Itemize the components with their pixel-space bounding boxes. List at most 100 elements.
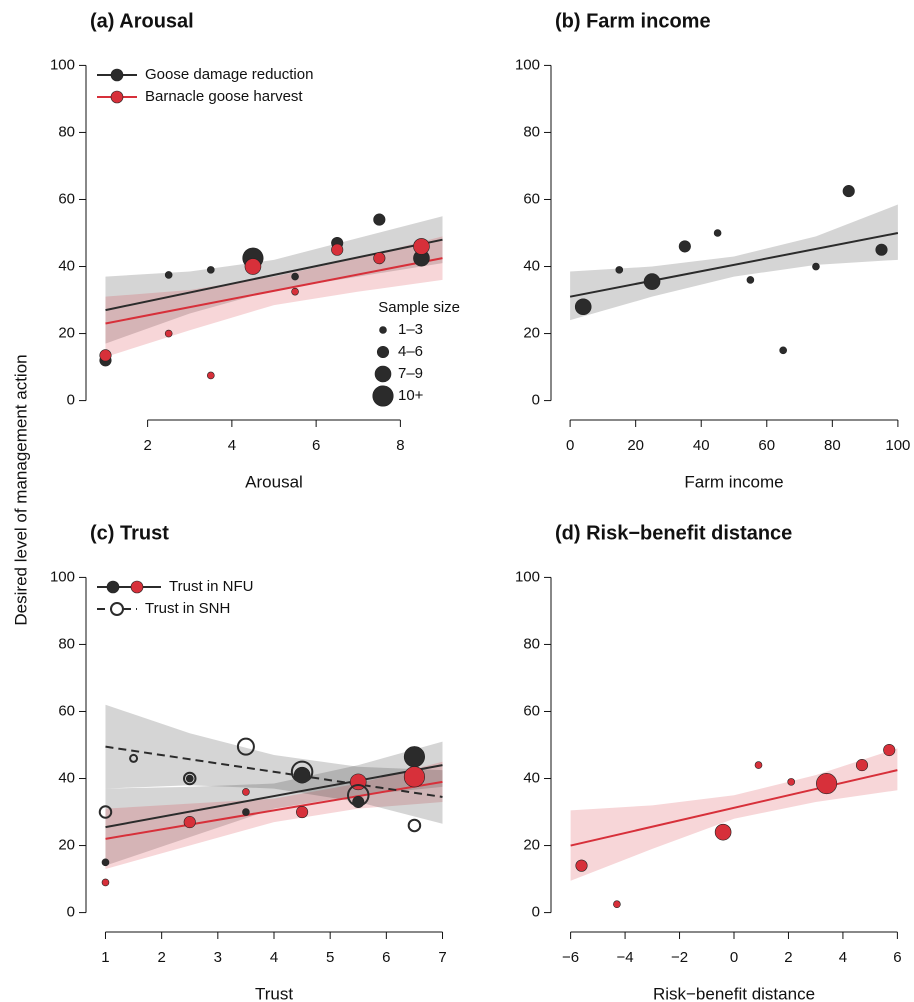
x-tick-label: −2 <box>671 949 688 966</box>
data-point <box>714 823 732 841</box>
data-point <box>413 238 430 255</box>
x-tick-label: 4 <box>839 949 847 966</box>
data-point <box>164 329 173 338</box>
x-axis-label: Arousal <box>245 472 303 491</box>
x-tick-label: 2 <box>157 949 165 966</box>
legend-label: Trust in NFU <box>169 578 253 595</box>
data-point <box>615 266 624 274</box>
data-point <box>290 760 314 784</box>
y-tick-label: 80 <box>523 123 540 140</box>
confidence-band <box>105 216 443 344</box>
data-point <box>347 784 370 807</box>
y-tick-label: 60 <box>523 190 540 207</box>
y-tick-label: 0 <box>532 904 540 921</box>
x-axis-label: Trust <box>255 984 293 1002</box>
x-tick-label: 2 <box>784 949 792 966</box>
panel-title: (b) Farm income <box>555 10 711 32</box>
x-tick-label: 40 <box>693 437 710 454</box>
data-point <box>236 737 255 756</box>
size-legend-label: 1–3 <box>398 321 423 338</box>
x-tick-label: 5 <box>326 949 334 966</box>
size-legend-label: 7–9 <box>398 365 423 382</box>
data-point <box>403 746 425 768</box>
y-tick-label: 20 <box>523 837 540 854</box>
y-tick-label: 40 <box>523 769 540 786</box>
x-tick-label: 6 <box>382 949 390 966</box>
y-tick-label: 80 <box>523 635 540 652</box>
data-point <box>98 805 113 819</box>
data-point <box>713 229 722 237</box>
data-point <box>373 252 386 265</box>
regression-line <box>105 780 443 840</box>
x-tick-label: 1 <box>101 949 109 966</box>
y-tick-label: 0 <box>67 904 75 921</box>
y-tick-label: 60 <box>523 702 540 719</box>
confidence-band <box>105 741 443 866</box>
legend-label: Barnacle goose harvest <box>145 88 303 105</box>
y-axis-label: Desired level of management action <box>11 354 30 625</box>
y-tick-label: 20 <box>58 325 75 342</box>
x-tick-label: 2 <box>143 437 151 454</box>
y-tick-label: 0 <box>532 392 540 409</box>
data-point <box>678 240 691 253</box>
regression-line <box>570 769 898 847</box>
data-point <box>183 816 196 829</box>
data-point <box>291 287 299 296</box>
data-point <box>816 772 838 795</box>
panel-title: (c) Trust <box>90 522 169 544</box>
legend-marker <box>110 90 124 104</box>
data-point <box>207 371 215 380</box>
x-tick-label: 4 <box>270 949 278 966</box>
data-point <box>373 213 386 226</box>
size-legend-marker <box>374 365 392 383</box>
confidence-band <box>570 748 898 881</box>
confidence-band <box>105 704 443 824</box>
data-point <box>855 759 869 772</box>
data-point <box>244 258 262 275</box>
regression-line <box>105 257 443 325</box>
size-legend-marker <box>376 345 390 359</box>
data-point <box>293 766 311 784</box>
data-point <box>164 271 173 279</box>
x-tick-label: 6 <box>312 437 320 454</box>
size-legend-title: Sample size <box>378 299 460 316</box>
x-tick-label: 60 <box>758 437 775 454</box>
x-tick-label: 0 <box>566 437 574 454</box>
data-point <box>99 349 112 362</box>
data-point <box>787 778 795 786</box>
data-point <box>296 805 309 819</box>
x-axis-label: Risk−benefit distance <box>653 984 815 1002</box>
y-tick-label: 20 <box>58 837 75 854</box>
x-tick-label: −6 <box>562 949 579 966</box>
size-legend-marker <box>372 385 394 407</box>
data-point <box>207 266 215 274</box>
data-point <box>403 766 425 788</box>
regression-line <box>105 764 443 829</box>
data-point <box>101 878 110 887</box>
data-point <box>242 788 250 796</box>
data-point <box>875 243 888 256</box>
legend-marker <box>106 580 120 594</box>
x-tick-label: −4 <box>617 949 634 966</box>
x-tick-label: 100 <box>885 437 910 454</box>
x-tick-label: 8 <box>396 437 404 454</box>
data-point <box>182 771 197 786</box>
data-point <box>185 774 194 783</box>
y-tick-label: 40 <box>58 257 75 274</box>
size-legend-marker <box>379 326 387 334</box>
x-tick-label: 0 <box>730 949 738 966</box>
data-point <box>331 243 344 256</box>
data-point <box>407 818 422 833</box>
x-tick-label: 6 <box>893 949 901 966</box>
y-tick-label: 0 <box>67 392 75 409</box>
panel-title: (d) Risk−benefit distance <box>555 522 792 544</box>
data-point <box>291 272 299 281</box>
size-legend-label: 4–6 <box>398 343 423 360</box>
y-tick-label: 100 <box>50 56 75 73</box>
data-point <box>101 858 110 867</box>
regression-line <box>569 232 899 298</box>
legend-marker <box>130 580 144 594</box>
data-point <box>779 346 787 355</box>
data-point <box>242 808 250 816</box>
confidence-band <box>105 236 443 358</box>
